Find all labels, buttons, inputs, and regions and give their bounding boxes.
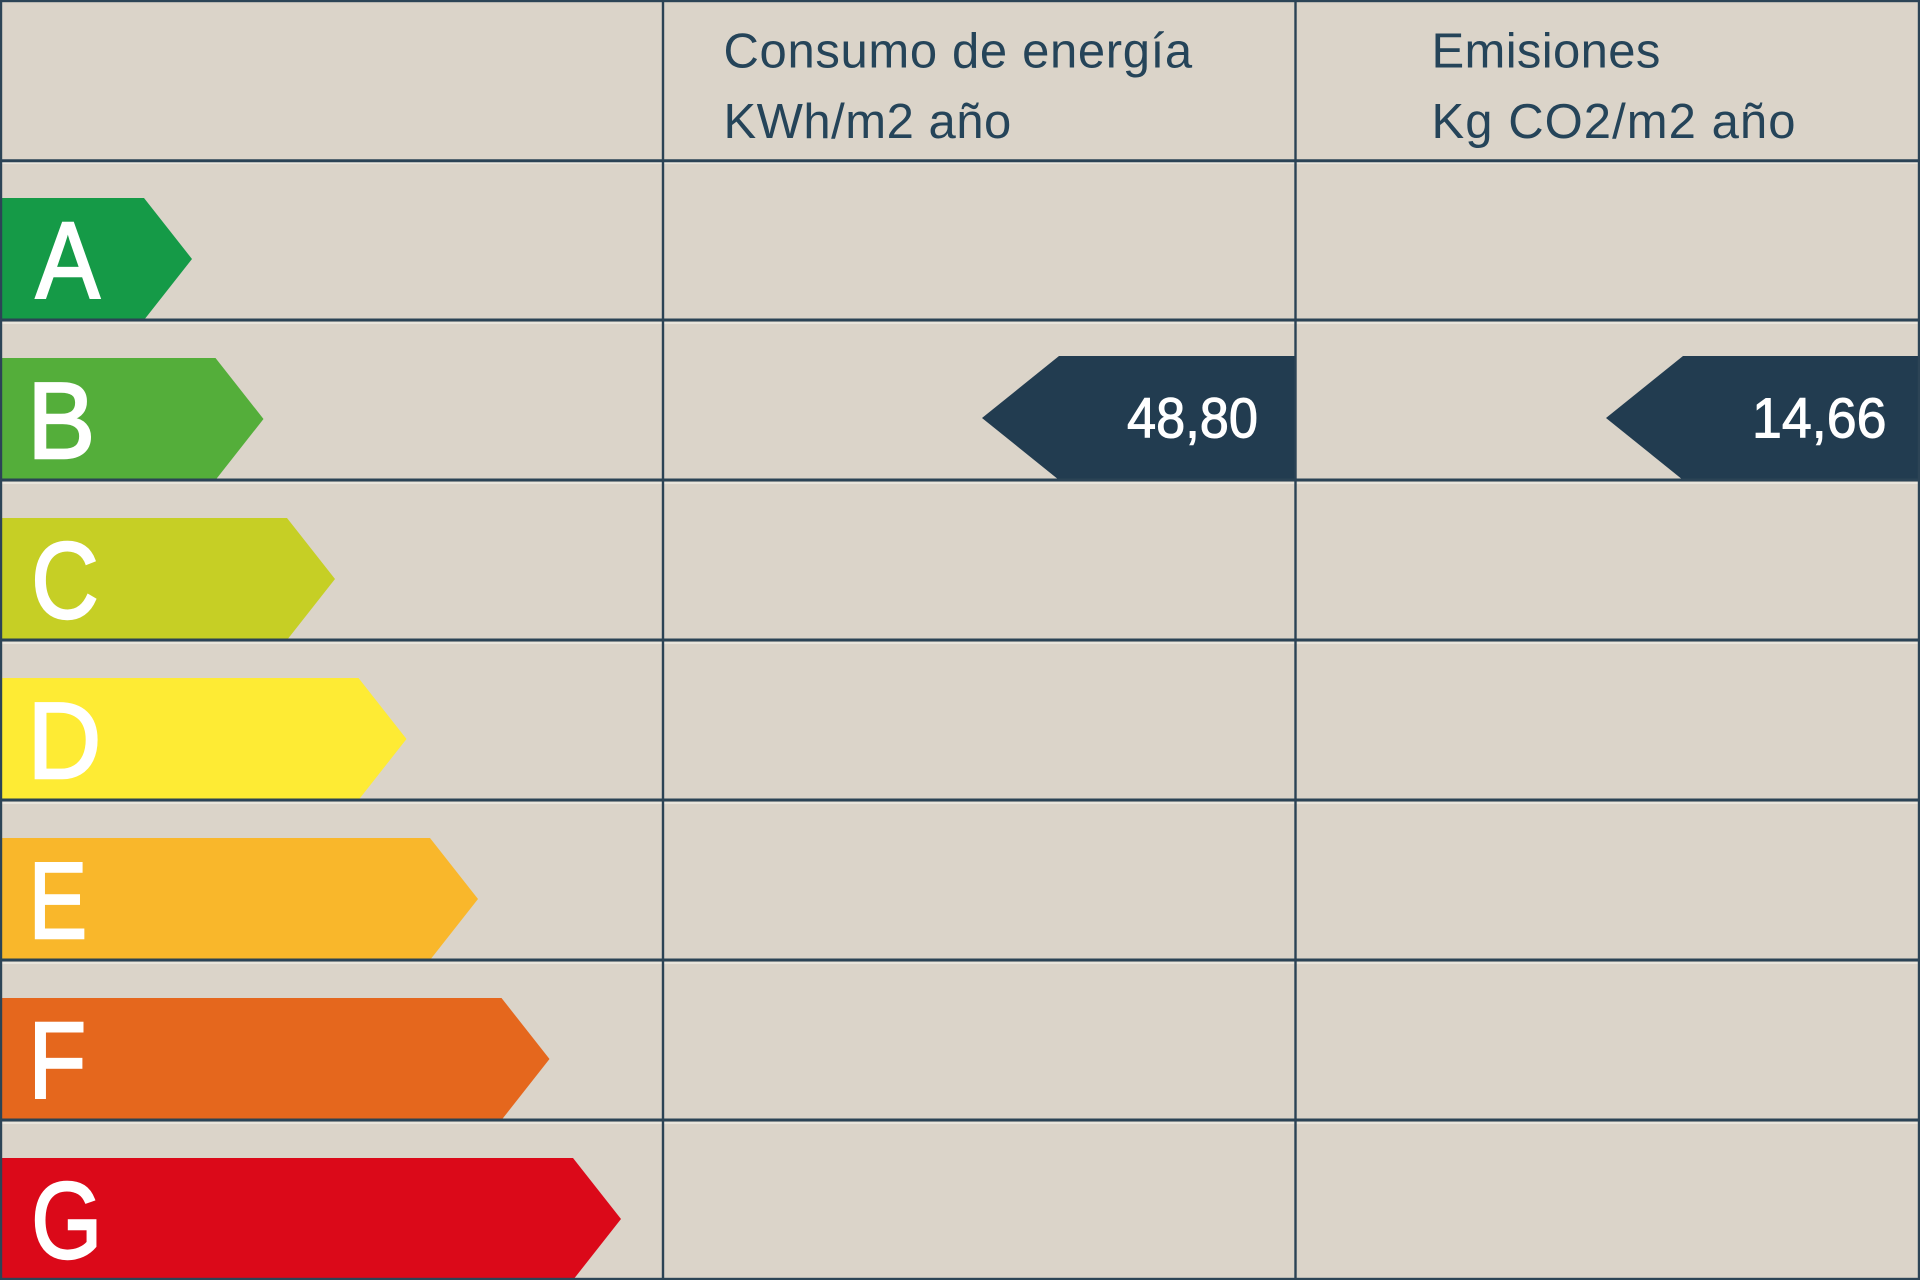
svg-text:KWh/m2 año: KWh/m2 año [724,95,1012,149]
svg-text:A: A [36,200,100,322]
svg-text:F: F [28,1000,86,1122]
svg-text:48,80: 48,80 [1127,387,1258,451]
svg-text:Kg CO2/m2 año: Kg CO2/m2 año [1432,95,1797,149]
svg-text:14,66: 14,66 [1752,387,1887,451]
svg-text:Emisiones: Emisiones [1432,25,1661,79]
svg-text:E: E [29,840,88,962]
svg-text:Consumo de energía: Consumo de energía [724,25,1193,79]
svg-text:D: D [27,680,101,802]
svg-text:B: B [27,360,95,482]
svg-text:G: G [31,1160,102,1280]
svg-text:C: C [31,520,99,642]
